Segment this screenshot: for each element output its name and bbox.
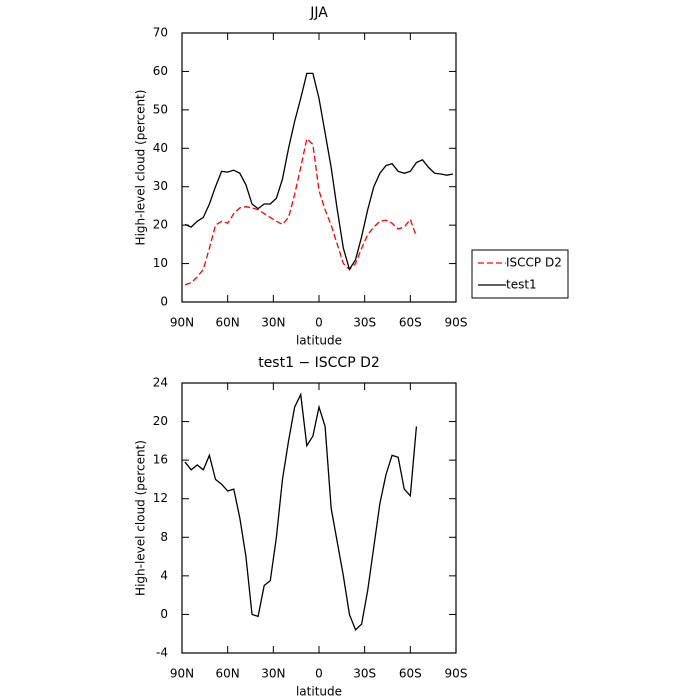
chart-title: test1 − ISCCP D2 xyxy=(258,355,380,371)
x-axis-label: latitude xyxy=(296,685,342,699)
y-tick-label: 12 xyxy=(153,491,168,505)
y-tick-label: 70 xyxy=(153,26,168,40)
y-tick-label: -4 xyxy=(156,646,168,660)
y-axis-label: High-level cloud (percent) xyxy=(134,440,148,596)
y-tick-label: 50 xyxy=(153,102,168,116)
x-tick-label: 90S xyxy=(445,667,468,681)
x-tick-label: 0 xyxy=(315,316,323,330)
y-tick-label: 8 xyxy=(160,530,168,544)
y-tick-label: 16 xyxy=(153,453,168,467)
y-tick-label: 60 xyxy=(153,64,168,78)
legend-box xyxy=(471,249,569,299)
y-tick-label: 10 xyxy=(153,256,168,270)
data-line xyxy=(184,392,418,631)
data-line xyxy=(184,72,454,271)
x-tick-label: 30S xyxy=(353,316,376,330)
y-tick-label: 30 xyxy=(153,179,168,193)
plot-frame xyxy=(181,382,457,654)
y-tick-label: 0 xyxy=(160,295,168,309)
y-axis-label: High-level cloud (percent) xyxy=(134,90,148,246)
x-tick-label: 30N xyxy=(261,667,285,681)
legend-label: test1 xyxy=(506,278,537,292)
plot-frame xyxy=(181,32,457,303)
x-tick-label: 30N xyxy=(261,316,285,330)
x-tick-label: 90S xyxy=(445,316,468,330)
y-tick-label: 0 xyxy=(160,607,168,621)
x-tick-label: 60S xyxy=(399,667,422,681)
data-line xyxy=(184,137,418,286)
y-tick-label: 20 xyxy=(153,414,168,428)
x-tick-label: 60S xyxy=(399,316,422,330)
chart-title: JJA xyxy=(309,5,328,21)
y-tick-label: 20 xyxy=(153,218,168,232)
x-axis-label: latitude xyxy=(296,334,342,348)
legend-label: ISCCP D2 xyxy=(506,256,562,270)
x-tick-label: 30S xyxy=(353,667,376,681)
x-tick-label: 90N xyxy=(170,316,194,330)
x-tick-label: 60N xyxy=(216,316,240,330)
y-tick-label: 4 xyxy=(160,568,168,582)
y-tick-label: 40 xyxy=(153,141,168,155)
x-tick-label: 0 xyxy=(315,667,323,681)
y-tick-label: 24 xyxy=(153,376,168,390)
x-tick-label: 90N xyxy=(170,667,194,681)
x-tick-label: 60N xyxy=(216,667,240,681)
